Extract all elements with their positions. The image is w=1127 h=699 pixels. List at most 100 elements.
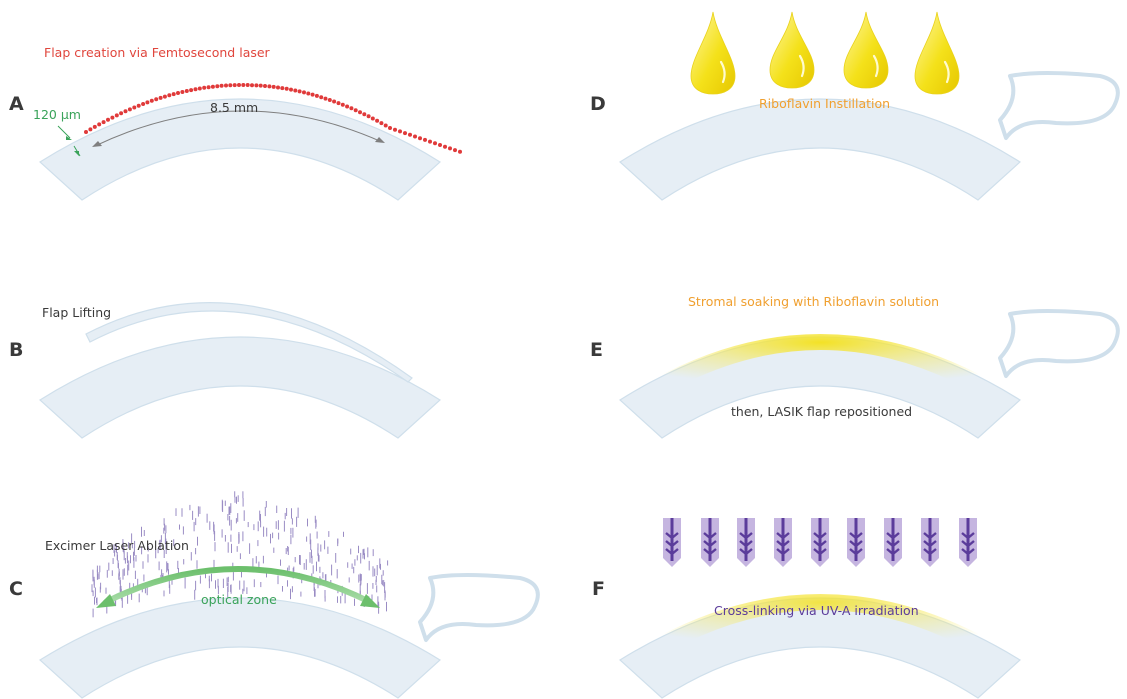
laser-dot — [349, 106, 354, 111]
laser-dot — [254, 83, 259, 88]
riboflavin-drop-icon — [843, 11, 889, 89]
laser-dot — [314, 93, 319, 98]
laser-dot — [280, 86, 285, 91]
laser-dot — [362, 112, 367, 117]
panel-letter-a: A — [9, 93, 24, 115]
uv-arrow-icon — [701, 518, 719, 567]
laser-dot — [197, 86, 202, 91]
laser-dot — [263, 84, 267, 88]
laser-dot — [136, 103, 141, 108]
cornea-e — [619, 336, 1021, 439]
cornea-c — [39, 597, 441, 699]
laser-dot — [237, 83, 241, 87]
laser-dot — [206, 85, 211, 90]
laser-dot — [408, 132, 412, 137]
laser-dot — [123, 109, 128, 114]
laser-dot — [132, 105, 137, 110]
laser-dot — [210, 84, 215, 89]
laser-dot — [101, 120, 106, 125]
laser-dot — [413, 134, 417, 139]
uv-arrow-icon — [884, 518, 902, 567]
laser-dot — [448, 146, 452, 151]
laser-dot — [306, 91, 311, 96]
laser-dot — [158, 95, 163, 100]
laser-dot — [293, 88, 298, 93]
laser-dot — [366, 114, 371, 119]
panel-e: E Stromal soaking with Riboflavin soluti… — [590, 294, 1120, 439]
excimer-caption: Excimer Laser Ablation — [45, 538, 189, 553]
cross-linked-stroma — [652, 594, 990, 650]
laser-dot — [319, 95, 324, 100]
laser-dot — [92, 124, 97, 129]
laser-dot — [340, 102, 345, 107]
panel-a: A Flap creation via Femtosecond laser 12… — [9, 45, 462, 201]
flap-lifting-caption: Flap Lifting — [42, 305, 111, 320]
laser-dot — [267, 84, 272, 89]
laser-dot — [271, 84, 276, 89]
laser-dot — [403, 131, 407, 136]
laser-dot — [193, 87, 198, 92]
riboflavin-instillation-caption: Riboflavin Instillation — [759, 96, 890, 111]
folded-flap-c — [418, 573, 540, 642]
laser-dot — [284, 86, 289, 91]
panel-d: D Riboflavin Instillation — [590, 11, 1120, 201]
laser-dot — [106, 117, 110, 122]
laser-dot — [176, 91, 180, 95]
laser-dot — [379, 121, 384, 126]
uv-arrow-icon — [959, 518, 977, 567]
laser-dot — [202, 85, 207, 90]
uv-arrow-icon — [811, 518, 829, 567]
laser-dot — [327, 98, 332, 102]
laser-dot — [241, 83, 246, 87]
optical-zone-label: optical zone — [201, 592, 277, 607]
flap-diameter-label: 8.5 mm — [210, 100, 258, 115]
laser-dot — [167, 93, 172, 98]
diameter-arrow-right-head — [375, 137, 385, 143]
laser-dot — [184, 89, 189, 93]
folded-flap-e — [998, 309, 1120, 378]
laser-dot — [438, 143, 442, 147]
laser-dot — [88, 127, 93, 132]
laser-dot — [428, 139, 432, 144]
excimer-ablation-marks — [91, 491, 389, 618]
laser-dot — [224, 83, 228, 88]
panel-f: F Cross-linking via UV-A irradiation — [592, 518, 1021, 699]
panel-letter-f: F — [592, 578, 605, 600]
panel-b: B Flap Lifting — [9, 302, 441, 439]
optical-zone-arrow — [103, 566, 373, 605]
laser-dot — [458, 149, 462, 154]
laser-dot — [310, 92, 315, 97]
optical-zone-left-head — [96, 594, 116, 608]
uv-arrow-icon — [663, 518, 681, 567]
cornea-d — [619, 98, 1021, 201]
laser-dot — [358, 110, 362, 115]
riboflavin-drops — [690, 11, 960, 95]
riboflavin-drop-icon — [769, 11, 815, 89]
flap-repositioned-caption: then, LASIK flap repositioned — [731, 404, 912, 419]
laser-dot — [215, 84, 220, 89]
panel-letter-d: D — [590, 93, 606, 115]
diameter-arrow-left-head — [92, 141, 102, 147]
uv-arrow-icon — [847, 518, 865, 567]
laser-dot — [433, 141, 437, 146]
laser-dot — [383, 123, 388, 128]
laser-dot — [297, 89, 302, 94]
laser-dot — [250, 83, 254, 88]
laser-dot — [453, 148, 457, 153]
laser-dot — [149, 98, 154, 103]
laser-dot — [353, 108, 358, 113]
laser-dot — [180, 90, 185, 94]
uv-arrow-icon — [921, 518, 939, 567]
laser-dot — [336, 101, 341, 106]
laser-dot — [388, 126, 392, 130]
riboflavin-soaked-stroma — [652, 334, 990, 390]
laser-dot — [141, 102, 146, 106]
laser-dot — [114, 113, 119, 118]
laser-dot — [418, 136, 422, 141]
folded-flap-d — [998, 71, 1120, 140]
laser-dot — [375, 118, 380, 123]
cornea-b — [39, 336, 441, 439]
laser-dot — [145, 100, 150, 105]
laser-dot — [189, 88, 194, 93]
